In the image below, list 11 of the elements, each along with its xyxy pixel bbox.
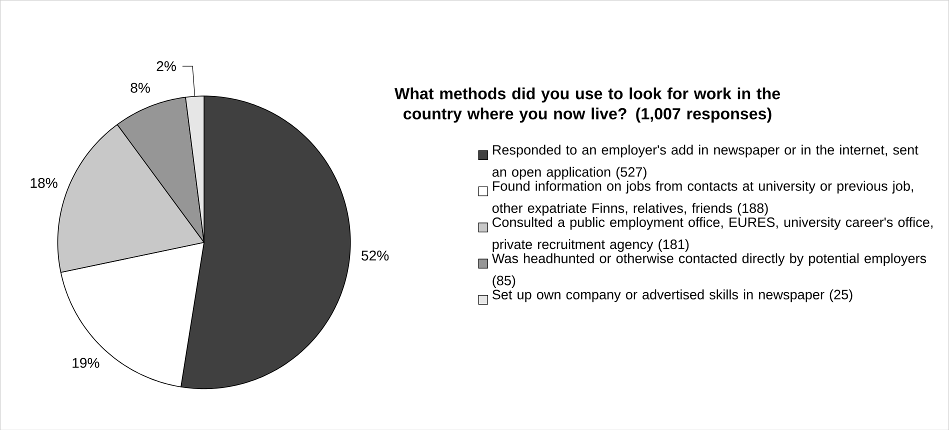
text: What methods did you use to look for work in the country where you now live? (1,007 responses) [394, 87, 780, 122]
data-label: 8% [130, 82, 150, 93]
data-label: 18% [30, 178, 58, 188]
data-label: 2% [156, 61, 176, 71]
legend-label: Consulted a public employment office, EURES, university career's office, private recruitment agency (181) [492, 216, 932, 252]
legend-label: Was headhunted or otherwise contacted directly by potential employers (85) [492, 253, 926, 288]
data-label: 19% [72, 358, 100, 368]
data-label: 52% [362, 250, 389, 260]
legend-label: Set up own company or advertised skills in newspaper (25) [492, 289, 852, 302]
legend-label: Found information on jobs from contacts at university or previous job, other expatriate Finns, relatives, friends (188) [492, 180, 914, 216]
legend-label: Responded to an employer's add in newspaper or in the internet, sent an open application (527) [492, 144, 918, 180]
